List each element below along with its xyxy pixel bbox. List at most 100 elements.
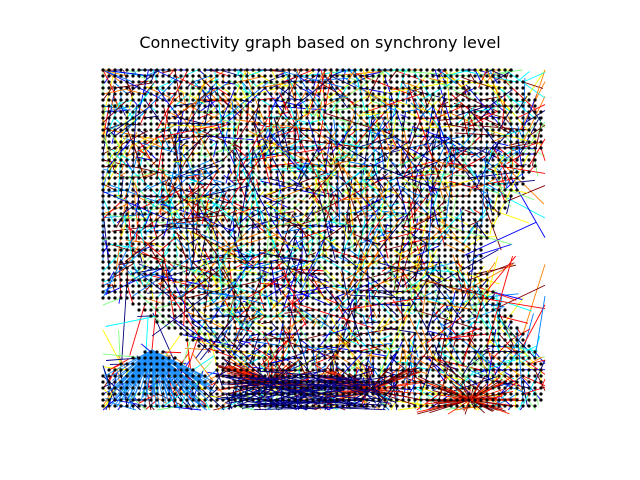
graph-edge [318, 195, 336, 260]
graph-node [347, 230, 351, 234]
graph-edge [444, 243, 465, 253]
graph-node [173, 164, 177, 168]
graph-node [113, 200, 117, 204]
graph-node [467, 128, 471, 132]
graph-node [425, 170, 429, 174]
graph-edge [276, 69, 344, 88]
graph-node [215, 176, 219, 180]
graph-node [413, 206, 417, 210]
graph-node [287, 80, 291, 84]
graph-node [101, 152, 105, 156]
graph-node [413, 116, 417, 120]
graph-edge [116, 207, 128, 228]
graph-node [401, 74, 405, 78]
graph-node [293, 152, 297, 156]
graph-node [113, 80, 117, 84]
graph-node [341, 230, 345, 234]
graph-node [209, 188, 213, 192]
graph-edge [309, 315, 320, 324]
graph-edge [454, 132, 512, 137]
graph-node [287, 146, 291, 150]
graph-node [305, 134, 309, 138]
graph-node [503, 170, 507, 174]
graph-node [413, 86, 417, 90]
graph-edge [223, 378, 315, 400]
graph-node [503, 80, 507, 84]
graph-node [389, 86, 393, 90]
graph-node [203, 152, 207, 156]
graph-node [347, 122, 351, 126]
graph-node [353, 230, 357, 234]
graph-node [455, 80, 459, 84]
graph-node [113, 218, 117, 222]
graph-node [479, 170, 483, 174]
graph-node [461, 176, 465, 180]
graph-node [497, 128, 501, 132]
graph-edge [297, 199, 308, 203]
graph-edge [492, 315, 502, 327]
graph-node [263, 68, 267, 72]
graph-node [257, 206, 261, 210]
graph-node [527, 152, 531, 156]
graph-node [485, 80, 489, 84]
graph-node [347, 182, 351, 186]
graph-edge [401, 117, 422, 169]
graph-node [317, 194, 321, 198]
graph-node [539, 116, 543, 120]
graph-node [317, 98, 321, 102]
graph-node [263, 170, 267, 174]
graph-node [275, 164, 279, 168]
graph-node [377, 86, 381, 90]
graph-node [311, 140, 315, 144]
graph-node [371, 74, 375, 78]
graph-node [317, 146, 321, 150]
graph-node [293, 98, 297, 102]
graph-node [485, 128, 489, 132]
graph-node [143, 158, 147, 162]
graph-node [461, 200, 465, 204]
graph-edge [174, 293, 187, 299]
graph-node [245, 86, 249, 90]
graph-node [341, 212, 345, 216]
graph-node [317, 218, 321, 222]
graph-node [323, 128, 327, 132]
graph-edge [153, 168, 182, 221]
graph-edge [492, 284, 546, 311]
graph-node [149, 116, 153, 120]
graph-node [113, 182, 117, 186]
graph-node [257, 92, 261, 96]
graph-node [125, 224, 129, 228]
graph-node [497, 104, 501, 108]
graph-node [371, 164, 375, 168]
graph-node [479, 182, 483, 186]
graph-node [503, 164, 507, 168]
graph-edge [258, 97, 276, 101]
graph-node [359, 80, 363, 84]
graph-node [113, 74, 117, 78]
graph-node [299, 134, 303, 138]
graph-edge [470, 351, 488, 366]
graph-node [239, 80, 243, 84]
graph-edge [234, 81, 299, 101]
graph-edge [469, 73, 476, 83]
graph-edge [426, 145, 446, 185]
graph-node [119, 98, 123, 102]
graph-node [305, 74, 309, 78]
graph-edge [167, 314, 224, 353]
graph-node [473, 86, 477, 90]
graph-node [323, 164, 327, 168]
graph-node [203, 170, 207, 174]
graph-node [155, 176, 159, 180]
graph-edge [222, 75, 266, 86]
graph-node [479, 188, 483, 192]
graph-node [485, 164, 489, 168]
graph-node [119, 68, 123, 72]
graph-edge [328, 389, 371, 393]
graph-node [227, 224, 231, 228]
graph-node [101, 98, 105, 102]
graph-node [155, 104, 159, 108]
graph-node [467, 194, 471, 198]
graph-node [239, 116, 243, 120]
graph-edge [246, 69, 266, 77]
graph-node [353, 98, 357, 102]
